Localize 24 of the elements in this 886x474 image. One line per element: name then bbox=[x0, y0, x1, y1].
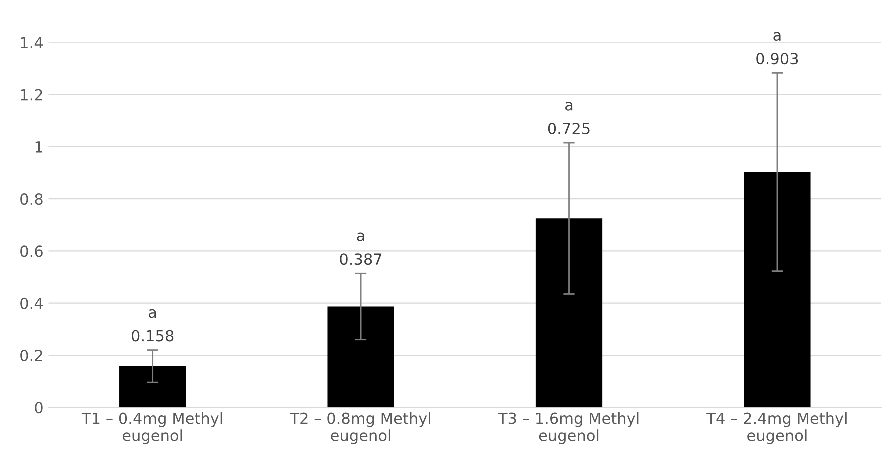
x-tick-label: T2 – 0.8mg Methyl eugenol bbox=[290, 412, 430, 444]
x-tick-label: T4 – 2.4mg Methyl eugenol bbox=[706, 412, 847, 444]
annotation: a bbox=[774, 32, 781, 42]
x-tick-label: T1 – 0.4mg Methyl eugenol bbox=[82, 412, 222, 444]
y-tick-label: 1 bbox=[36, 142, 42, 153]
y-tick-label: 0.2 bbox=[20, 350, 42, 362]
annotation: 0.903 bbox=[756, 53, 798, 65]
annotation: a bbox=[149, 309, 156, 318]
bar bbox=[328, 306, 394, 408]
annotation: a bbox=[357, 232, 364, 242]
annotation: 0.158 bbox=[132, 330, 174, 342]
y-tick-label: 0.8 bbox=[20, 194, 43, 206]
x-tick-label: T3 – 1.6mg Methyl eugenol bbox=[498, 412, 639, 444]
y-tick-label: 0.6 bbox=[20, 246, 43, 258]
annotation: 0.725 bbox=[548, 122, 590, 135]
y-tick-label: 0.4 bbox=[20, 298, 44, 310]
bar bbox=[536, 218, 603, 408]
bar bbox=[744, 172, 811, 408]
annotation: 0.387 bbox=[340, 254, 382, 266]
y-tick-label: 1.4 bbox=[21, 37, 44, 48]
annotation: a bbox=[565, 102, 573, 111]
y-tick-label: 1.2 bbox=[21, 89, 42, 101]
bar bbox=[120, 366, 186, 408]
y-tick-label: 0 bbox=[35, 402, 43, 414]
